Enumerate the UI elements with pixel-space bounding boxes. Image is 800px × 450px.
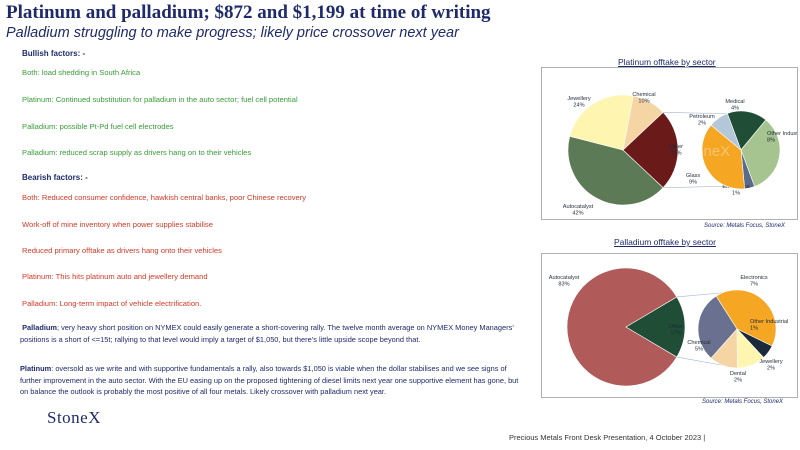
platinum-chart: Autocatalyst 42% Jewellery 24% Chemical 10% Ot… [541, 67, 800, 220]
palladium-lead: Palladium [22, 323, 57, 332]
pie-slice-other [622, 111, 679, 189]
pie-slice-jewellery [569, 94, 634, 151]
pie-label-autocatalyst: Autocatalyst 83% [549, 275, 580, 288]
platinum-text: : oversold as we write and with supporti… [20, 364, 519, 396]
palladium-chart: Autocatalyst 83% Other 17% Electronics 7% Othe… [541, 253, 798, 398]
breakout-slice-glass [701, 124, 745, 190]
bearish-item: Reduced primary offtake as drivers hang … [22, 246, 222, 255]
bearish-heading: Bearish factors: - [22, 173, 88, 182]
breakout-label-glass: Glass 9% [686, 173, 701, 186]
palladium-chart-title: Palladium offtake by sector [614, 237, 716, 247]
palladium-text: ; very heavy short position on NYMEX cou… [20, 323, 514, 344]
bullish-item: Both: load shedding in South Africa [22, 68, 141, 77]
pie-label-jewellery: Jewellery 24% [567, 96, 591, 109]
pie-label-other: Other 17% [669, 324, 683, 337]
palladium-source: Source: Metals Focus, StoneX [702, 399, 784, 405]
connector-line [663, 185, 727, 188]
platinum-source: Source: Metals Focus, StoneX [704, 223, 786, 229]
slide-title: Platinum and palladium; $872 and $1,199 … [6, 2, 491, 23]
breakout-slice-chemical [697, 295, 738, 359]
breakout-label-other-industrial: Other Industrial 1% [750, 319, 788, 332]
breakout-label-medical: Medical 4% [725, 99, 744, 112]
platinum-pie-chart: Autocatalyst 42% Jewellery 24% Chemical 10% Ot… [563, 92, 800, 217]
breakout-label-dental: Dental 2% [730, 371, 746, 384]
breakout-label-chemical: Chemical 5% [687, 340, 710, 353]
bullish-item: Palladium: reduced scrap supply as drive… [22, 148, 252, 157]
bullish-item: Platinum: Continued substitution for pal… [22, 95, 298, 104]
palladium-paragraph: Palladium; very heavy short position on … [20, 322, 520, 345]
breakout-slice-other-industrial [740, 119, 781, 187]
connector-line [676, 292, 723, 298]
palladium-pie-chart: Autocatalyst 83% Other 17% Electronics 7% Othe… [549, 267, 788, 387]
bearish-item: Platinum: This hits platinum auto and je… [22, 272, 208, 281]
breakout-label-other-industrial: Other Industrial8% [767, 131, 797, 144]
bearish-item: Work-off of mine inventory when power su… [22, 220, 213, 229]
platinum-paragraph: Platinum: oversold as we write and with … [20, 363, 520, 398]
platinum-lead: Platinum [20, 364, 52, 373]
pie-slice-autocatalyst [566, 267, 678, 387]
pie-slice-other [625, 296, 686, 358]
pie-label-autocatalyst: Autocatalyst 42% [563, 204, 594, 217]
platinum-chart-title: Platinum offtake by sector [618, 57, 716, 67]
watermark-logo: StoneX [681, 143, 730, 160]
bearish-item: Palladium: Long-term impact of vehicle e… [22, 299, 202, 308]
bearish-item: Both: Reduced consumer confidence, hawki… [22, 193, 307, 202]
stonex-logo: StoneX [47, 408, 101, 427]
breakout-label-electronics: Electronics 7% [740, 275, 768, 288]
breakout-slice-electronics [715, 289, 777, 347]
connector-line [663, 112, 727, 115]
slide-subtitle: Palladium struggling to make progress; l… [6, 25, 459, 41]
breakout-label-jewellery: Jewellery 2% [759, 359, 783, 372]
breakout-label-petroleum: Petroleum 2% [689, 114, 715, 127]
connector-line [676, 356, 723, 366]
pie-label-chemical: Chemical 10% [632, 92, 655, 105]
bullish-item: Palladium: possible Pt-Pd fuel cell elec… [22, 122, 174, 131]
pie-slice-autocatalyst [567, 135, 664, 206]
pie-label-other: Other 24% [669, 144, 683, 157]
bullish-heading: Bullish factors: - [22, 49, 86, 58]
footer-text: Precious Metals Front Desk Presentation,… [509, 433, 706, 442]
